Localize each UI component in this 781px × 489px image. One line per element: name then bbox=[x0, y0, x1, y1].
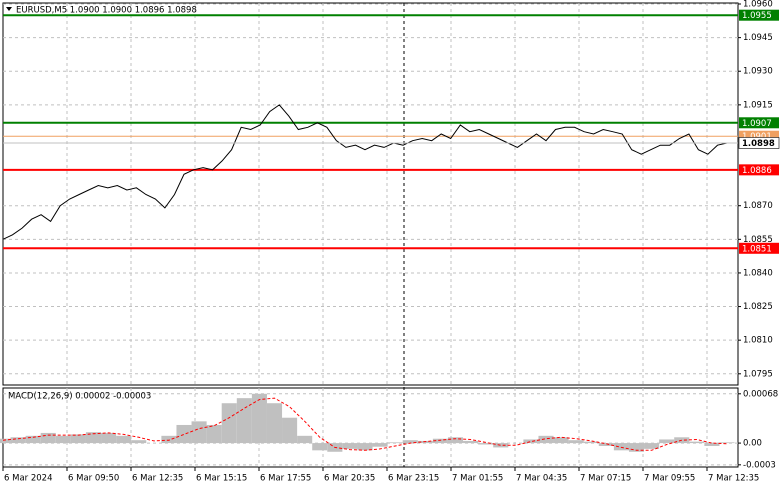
macd-bar bbox=[251, 393, 267, 444]
x-tick-label: 6 Mar 17:55 bbox=[260, 474, 311, 484]
macd-bar bbox=[447, 437, 464, 444]
macd-bar bbox=[372, 443, 388, 447]
macd-bar bbox=[236, 398, 252, 444]
title-arrow bbox=[6, 7, 12, 11]
macd-bar bbox=[478, 443, 494, 445]
level-tag bbox=[739, 164, 779, 176]
macd-bar bbox=[613, 443, 629, 451]
macd-title: MACD(12,26,9) 0.00002 -0.00003 bbox=[8, 392, 151, 402]
y-tick-label: 1.0825 bbox=[743, 302, 773, 312]
macd-bar bbox=[387, 442, 403, 444]
y-tick-label: 1.0915 bbox=[743, 100, 773, 110]
macd-bar bbox=[101, 432, 117, 444]
y-tick-label: 1.0930 bbox=[743, 67, 773, 77]
macd-bar bbox=[40, 432, 56, 444]
y-tick-label: 1.0840 bbox=[743, 268, 773, 278]
x-tick-label: 7 Mar 07:15 bbox=[580, 474, 631, 484]
y-tick-label: 1.0810 bbox=[743, 336, 773, 346]
y-tick-label: -0.0003 bbox=[743, 460, 776, 470]
current-price-label: 1.0898 bbox=[742, 139, 775, 149]
macd-bar bbox=[161, 435, 177, 444]
macd-bar bbox=[628, 443, 645, 452]
chart-title: EURUSD,M5 1.0900 1.0900 1.0896 1.0898 bbox=[16, 6, 197, 16]
macd-bar bbox=[644, 443, 660, 449]
x-tick-label: 7 Mar 09:55 bbox=[644, 474, 695, 484]
level-tag bbox=[739, 130, 779, 142]
level-tag bbox=[739, 9, 779, 21]
level-label: 1.0886 bbox=[742, 166, 772, 176]
x-tick-label: 6 Mar 23:15 bbox=[388, 474, 439, 484]
macd-bar bbox=[282, 417, 298, 444]
macd-bar bbox=[266, 403, 283, 444]
macd-bar bbox=[342, 443, 358, 449]
macd-bar bbox=[206, 424, 222, 444]
y-tick-label: 1.0795 bbox=[743, 369, 773, 379]
macd-bar bbox=[221, 403, 237, 444]
macd-bar bbox=[357, 443, 373, 451]
macd-bar bbox=[583, 441, 599, 444]
main-pane bbox=[2, 2, 739, 386]
macd-bar bbox=[432, 438, 448, 444]
y-tick-label: 1.0870 bbox=[743, 201, 773, 211]
level-tag bbox=[739, 117, 779, 129]
macd-bar bbox=[176, 424, 192, 444]
x-tick-label: 6 Mar 20:35 bbox=[324, 474, 375, 484]
x-tick-label: 6 Mar 15:15 bbox=[196, 474, 247, 484]
macd-bar bbox=[402, 440, 418, 444]
macd-bar bbox=[10, 437, 26, 444]
macd-bar bbox=[689, 441, 705, 444]
macd-bar bbox=[55, 435, 71, 444]
macd-bar bbox=[0, 438, 11, 444]
y-tick-label: 1.0960 bbox=[743, 0, 773, 10]
y-tick-label: 0.00 bbox=[743, 439, 762, 449]
macd-bar bbox=[568, 440, 584, 444]
macd-bar bbox=[312, 443, 328, 451]
level-label: 1.0907 bbox=[742, 119, 772, 129]
x-tick-label: 7 Mar 01:55 bbox=[452, 474, 503, 484]
signal-line bbox=[2, 397, 728, 451]
price-line bbox=[2, 104, 728, 240]
macd-pane bbox=[2, 387, 739, 468]
macd-bar bbox=[538, 435, 554, 444]
current-price-tag bbox=[738, 137, 780, 149]
macd-bar bbox=[70, 434, 86, 444]
y-tick-label: 0.00068 bbox=[743, 389, 778, 399]
x-tick-label: 6 Mar 2024 bbox=[4, 474, 52, 484]
macd-bar bbox=[131, 440, 147, 444]
y-tick-label: 1.0855 bbox=[743, 235, 773, 245]
macd-bar bbox=[553, 437, 569, 444]
macd-bar bbox=[191, 421, 207, 444]
macd-bar bbox=[704, 443, 720, 446]
x-tick-label: 7 Mar 12:35 bbox=[708, 474, 759, 484]
x-tick-label: 7 Mar 04:35 bbox=[516, 474, 567, 484]
macd-bar bbox=[85, 432, 102, 444]
level-label: 1.0851 bbox=[742, 244, 772, 254]
y-tick-label: 1.0945 bbox=[743, 33, 773, 43]
macd-bar bbox=[297, 435, 313, 444]
macd-bar bbox=[659, 439, 675, 444]
macd-bar bbox=[116, 435, 132, 444]
macd-bar bbox=[598, 443, 614, 446]
level-label: 1.0955 bbox=[742, 11, 772, 21]
macd-bar bbox=[719, 442, 735, 444]
macd-bar bbox=[463, 440, 479, 444]
x-tick-label: 6 Mar 09:50 bbox=[68, 474, 119, 484]
level-tag bbox=[739, 242, 779, 254]
macd-bar bbox=[25, 435, 41, 444]
macd-bar bbox=[493, 443, 509, 448]
x-tick-label: 6 Mar 12:35 bbox=[132, 474, 183, 484]
macd-bar bbox=[523, 439, 539, 444]
